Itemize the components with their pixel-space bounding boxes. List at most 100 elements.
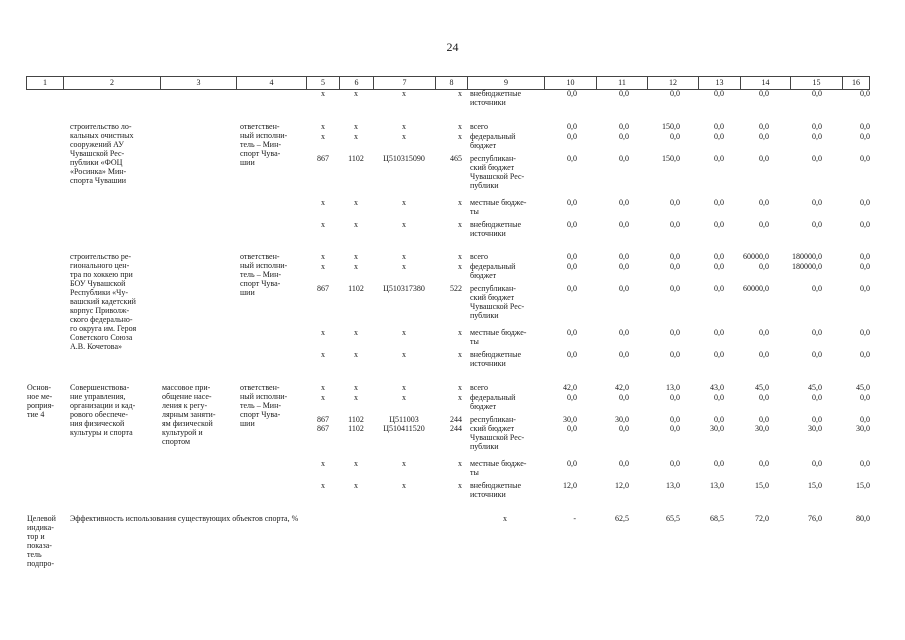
cell-expense-type: х: [458, 252, 462, 261]
cell-value: 0,0: [759, 89, 769, 98]
cell-value: 0,0: [670, 393, 680, 402]
cell-value: 0,0: [860, 122, 870, 131]
cell-value: 0,0: [812, 122, 822, 131]
cell-admin-code: х: [321, 122, 325, 131]
cell-value: 0,0: [812, 154, 822, 163]
cell-value: 0,0: [759, 328, 769, 337]
cell-target-article: х: [402, 198, 406, 207]
cell-value: 0,0: [714, 284, 724, 293]
cell-value: 0,0: [670, 252, 680, 261]
cell-value: 0,0: [567, 198, 577, 207]
cell-funding-source: внебюджетные источники: [470, 481, 521, 499]
target-col-9: х: [503, 514, 507, 523]
target-indicator-description: Эффективность использования существующих…: [70, 514, 299, 523]
header-col-13: 13: [698, 77, 740, 89]
header-col-11: 11: [596, 77, 647, 89]
cell-value: 0,0: [860, 393, 870, 402]
cell-value: 0,0: [812, 198, 822, 207]
target-value: 68,5: [710, 514, 724, 523]
cell-expense-type: х: [458, 220, 462, 229]
cell-value: 13,0: [710, 481, 724, 490]
cell-section-code: х: [354, 252, 358, 261]
cell-value: 0,0: [567, 284, 577, 293]
cell-value: 0,0 30,0: [710, 415, 724, 433]
cell-expense-type: х: [458, 89, 462, 98]
cell-value: 0,0: [860, 198, 870, 207]
cell-value: 45,0: [755, 383, 769, 392]
cell-value: 0,0 30,0: [755, 415, 769, 433]
cell-value: 0,0: [860, 154, 870, 163]
cell-value: 0,0: [567, 262, 577, 271]
target-indicator-label: Целевой индика- тор и показа- тель подпр…: [27, 514, 56, 568]
cell-value: 0,0: [860, 252, 870, 261]
header-col-2: 2: [63, 77, 160, 89]
cell-expense-type: х: [458, 262, 462, 271]
cell-value: 0,0: [714, 132, 724, 141]
cell-admin-code: х: [321, 459, 325, 468]
cell-value: 15,0: [808, 481, 822, 490]
cell-target-article: х: [402, 220, 406, 229]
cell-value: 0,0: [714, 262, 724, 271]
cell-value: 42,0: [615, 383, 629, 392]
cell-funding-source: всего: [470, 383, 489, 392]
cell-funding-source: местные бюдже- ты: [470, 198, 527, 216]
cell-value: 60000,0: [743, 284, 769, 293]
cell-value: 15,0: [856, 481, 870, 490]
cell-value: 0,0: [759, 132, 769, 141]
cell-expense-type: 244 244: [450, 415, 462, 433]
cell-value: 0,0: [812, 284, 822, 293]
cell-admin-code: х: [321, 328, 325, 337]
cell-admin-code: х: [321, 220, 325, 229]
target-value: 65,5: [666, 514, 680, 523]
cell-expense-type: х: [458, 198, 462, 207]
cell-value: 0,0: [567, 220, 577, 229]
cell-value: 0,0: [860, 459, 870, 468]
cell-expense-type: 465: [450, 154, 462, 163]
cell-value: 0,0: [759, 122, 769, 131]
cell-value: 45,0: [856, 383, 870, 392]
cell-value: 0,0: [619, 154, 629, 163]
cell-value: 0,0: [619, 252, 629, 261]
cell-funding-source: внебюджетные источники: [470, 89, 521, 107]
cell-section-code: х: [354, 459, 358, 468]
cell-section-code: х: [354, 383, 358, 392]
cell-value: 0,0: [670, 328, 680, 337]
cell-admin-code: х: [321, 393, 325, 402]
cell-value: 0,0: [670, 284, 680, 293]
block-1-executor: ответствен- ный исполни- тель – Мин- спо…: [240, 122, 288, 167]
header-col-12: 12: [647, 77, 698, 89]
cell-value: 0,0: [759, 220, 769, 229]
header-col-14: 14: [740, 77, 790, 89]
cell-section-code: х: [354, 328, 358, 337]
target-value: 72,0: [755, 514, 769, 523]
page-number: 24: [446, 40, 459, 54]
cell-value: 0,0: [860, 262, 870, 271]
cell-expense-type: х: [458, 328, 462, 337]
cell-value: 0,0: [714, 393, 724, 402]
cell-section-code: х: [354, 198, 358, 207]
cell-value: 43,0: [710, 383, 724, 392]
cell-value: 0,0: [567, 252, 577, 261]
cell-admin-code: х: [321, 383, 325, 392]
block-1-name: строительство ло- кальных очистных соору…: [70, 122, 134, 185]
cell-admin-code: 867: [317, 284, 329, 293]
cell-target-article: х: [402, 383, 406, 392]
cell-value: 0,0: [714, 459, 724, 468]
cell-value: 0,0: [670, 198, 680, 207]
cell-value: 0,0: [619, 89, 629, 98]
cell-funding-source: внебюджетные источники: [470, 350, 521, 368]
cell-expense-type: 522: [450, 284, 462, 293]
cell-value: 0,0: [812, 89, 822, 98]
cell-value: 0,0: [567, 350, 577, 359]
cell-section-code: х: [354, 122, 358, 131]
header-col-4: 4: [236, 77, 306, 89]
cell-value: 12,0: [563, 481, 577, 490]
cell-admin-code: 867: [317, 154, 329, 163]
block-3-name: Совершенствова- ние управления, организа…: [70, 383, 136, 437]
cell-target-article: х: [402, 252, 406, 261]
cell-funding-source: местные бюдже- ты: [470, 328, 527, 346]
cell-expense-type: х: [458, 122, 462, 131]
cell-value: 0,0: [714, 328, 724, 337]
cell-target-article: Ц511003 Ц510411520: [383, 415, 425, 433]
cell-value: 0,0: [812, 459, 822, 468]
